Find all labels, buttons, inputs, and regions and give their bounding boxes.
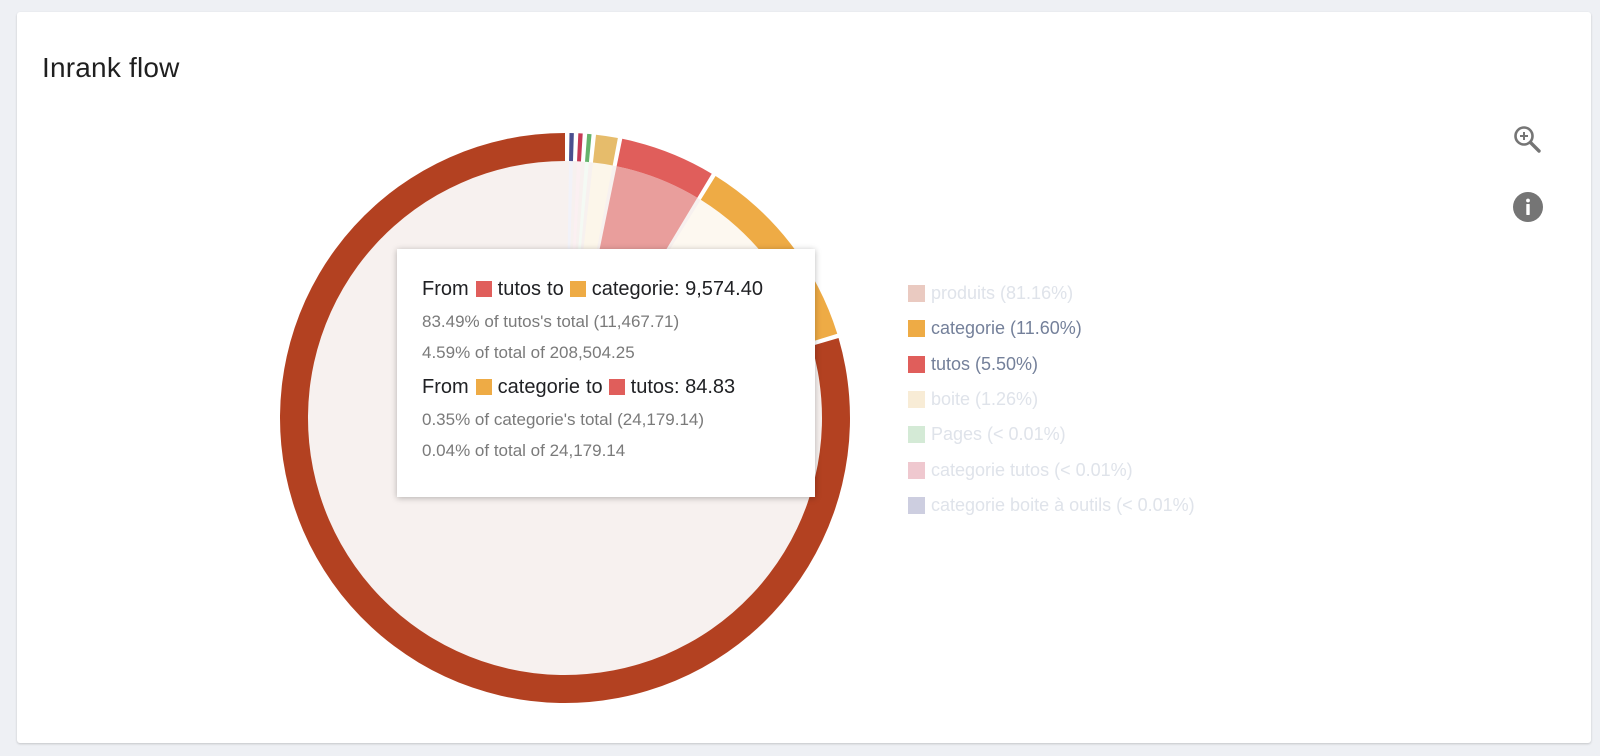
group-arc[interactable] [585,133,592,163]
legend-label: tutos (5.50%) [931,353,1039,374]
legend-swatch [908,355,925,373]
tooltip-flow-2-total: 0.04% of total of 24,179.14 [422,441,626,460]
legend-item[interactable]: categorie tutos (< 0.01%) [908,452,1195,487]
tooltip-from-swatch [475,281,492,297]
tooltip-flow-2-heading: From categorie to tutos: 84.83 [422,375,736,398]
legend-item[interactable]: categorie boite à outils (< 0.01%) [908,488,1195,523]
tooltip-to-swatch [569,281,586,297]
legend-item[interactable]: produits (81.16%) [908,276,1195,311]
tooltip-flow-1-share: 83.49% of tutos's total (11,467.71) [422,312,680,331]
legend-swatch [908,426,925,444]
group-arc[interactable] [577,133,583,162]
tooltip-flow-1-heading: From tutos to categorie: 9,574.40 [422,277,763,300]
legend-swatch [908,320,925,338]
legend-label: categorie (11.60%) [931,318,1082,339]
chart-legend: produits (81.16%) categorie (11.60%) tutos… [908,276,1195,523]
legend-swatch [908,461,925,479]
info-icon[interactable] [1512,191,1544,223]
legend-swatch [908,391,925,409]
tooltip-to-swatch [608,379,625,395]
legend-label: produits (81.16%) [931,283,1074,304]
chart-tooltip: From tutos to categorie: 9,574.40 83.49%… [397,249,815,497]
legend-swatch [908,285,925,303]
legend-label: boite (1.26%) [931,389,1039,410]
tooltip-flow-1: From tutos to categorie: 9,574.40 83.49%… [422,276,763,368]
tooltip-flow-1-total: 4.59% of total of 208,504.25 [422,343,635,362]
group-arc[interactable] [592,134,618,166]
card-title: Inrank flow [42,52,180,83]
legend-label: Pages (< 0.01%) [931,424,1066,445]
legend-swatch [908,496,925,514]
legend-item[interactable]: tutos (5.50%) [908,347,1195,382]
legend-item[interactable]: categorie (11.60%) [908,311,1195,346]
zoom-in-icon[interactable] [1512,124,1544,156]
group-arc[interactable] [616,138,712,198]
legend-item[interactable]: Pages (< 0.01%) [908,417,1195,452]
tooltip-flow-2: From categorie to tutos: 84.83 0.35% of … [422,374,735,466]
tooltip-flow-2-share: 0.35% of categorie's total (24,179.14) [422,410,705,429]
legend-label: categorie tutos (< 0.01%) [931,459,1133,480]
group-arc[interactable] [569,133,574,162]
tooltip-from-swatch [475,379,492,395]
legend-label: categorie boite à outils (< 0.01%) [931,494,1195,515]
legend-item[interactable]: boite (1.26%) [908,382,1195,417]
